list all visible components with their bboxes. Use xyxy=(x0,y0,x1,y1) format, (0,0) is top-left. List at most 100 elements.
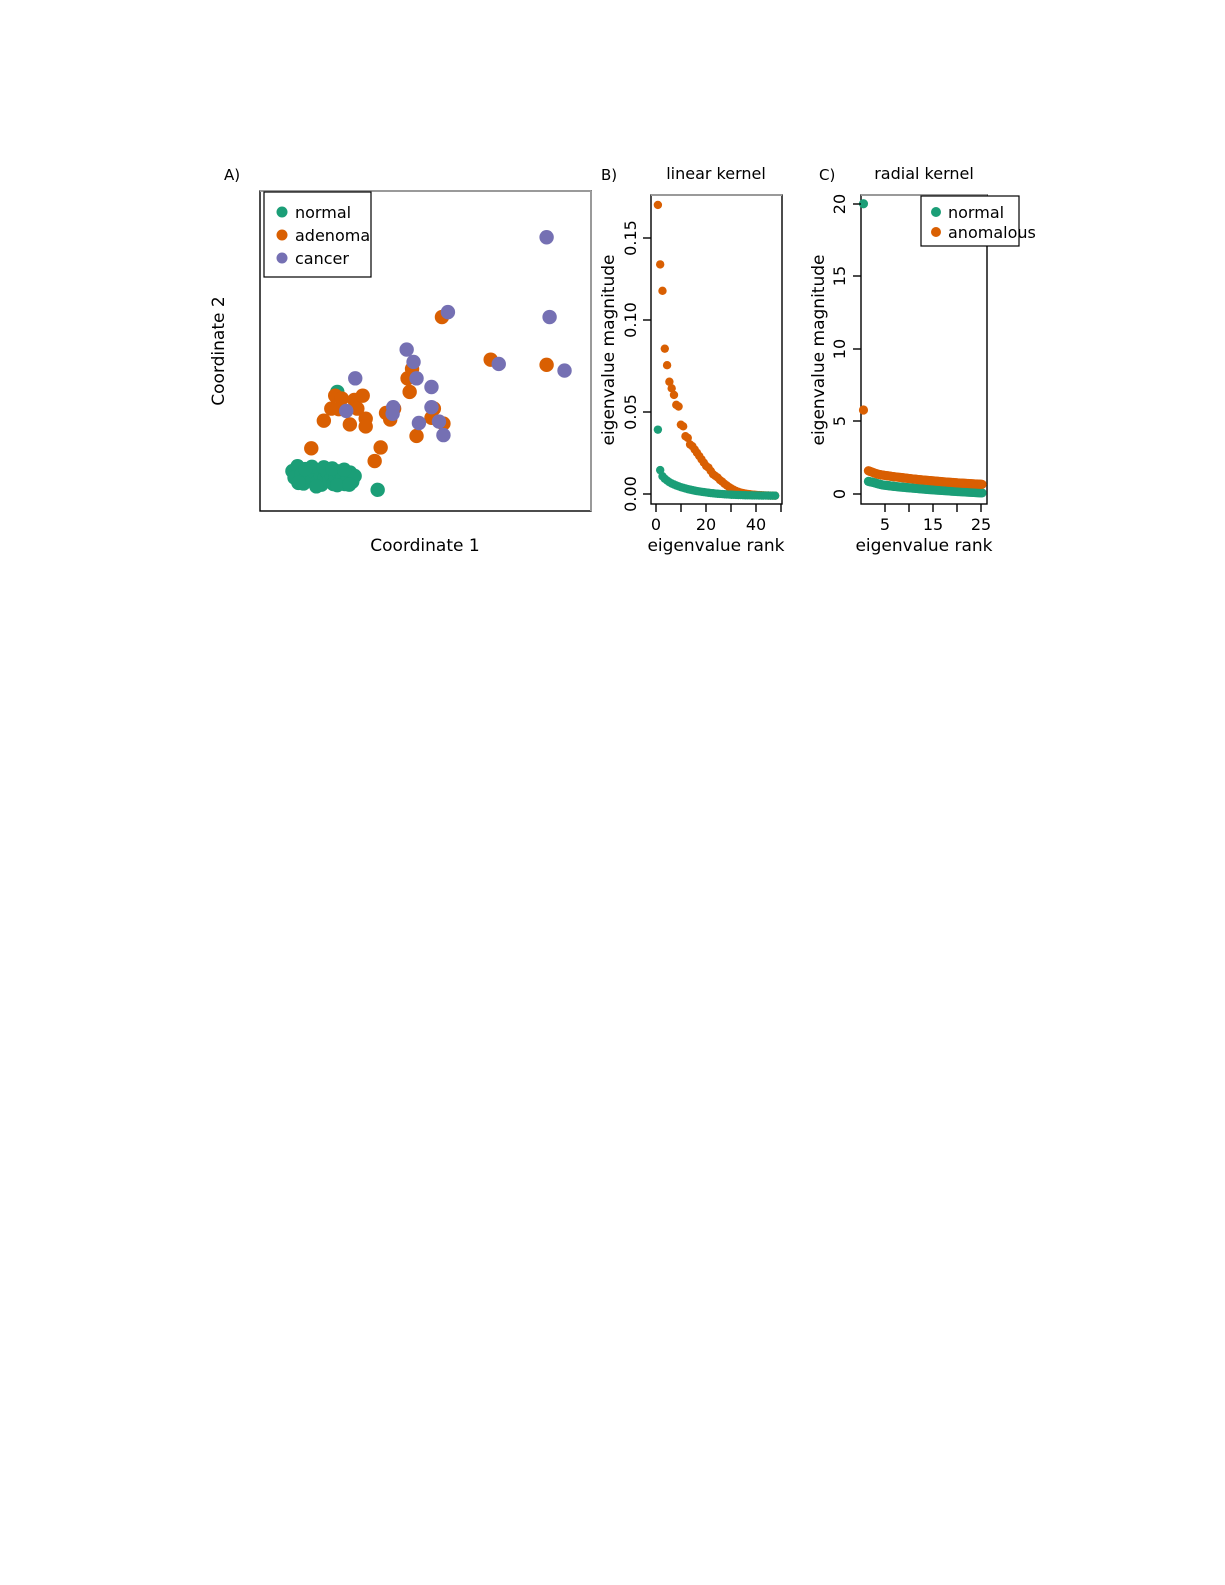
panel-a-xlabel: Coordinate 1 xyxy=(370,536,479,556)
legend-swatch-normal xyxy=(276,206,288,218)
datapoint-cancer xyxy=(406,354,421,370)
legend-label-adenoma: adenoma xyxy=(295,226,370,245)
panel-c-yticklabel-3: 15 xyxy=(830,266,849,286)
panel-b-title: linear kernel xyxy=(666,164,766,183)
datapoint-cancer xyxy=(348,371,363,386)
panel-c-xticklabel-2: 25 xyxy=(971,515,991,534)
legend-label-cancer: cancer xyxy=(295,249,349,268)
legend-swatch-normal-c xyxy=(931,207,941,217)
datapoint-normal xyxy=(977,488,987,498)
panel-b-y-axis: 0.15 0.10 0.05 0.00 xyxy=(621,220,651,512)
panel-b-x-axis: 0 20 40 xyxy=(651,504,782,534)
datapoint-cancer xyxy=(436,427,451,443)
panel-a-letter: A) xyxy=(224,166,240,184)
datapoint-cancer xyxy=(386,399,401,415)
datapoint-anomalous xyxy=(669,390,679,400)
panel-c-x-axis: 5 15 25 xyxy=(880,504,991,534)
datapoint-cancer xyxy=(399,342,414,357)
panel-c-legend: normal anomalous xyxy=(920,195,1036,247)
datapoint-adenoma xyxy=(358,419,373,434)
datapoint-anomalous xyxy=(660,344,669,353)
panel-b-datapoints xyxy=(653,200,780,500)
datapoint-cancer xyxy=(557,363,572,378)
datapoint-anomalous xyxy=(667,384,676,393)
datapoint-adenoma xyxy=(342,417,358,432)
legend-swatch-cancer xyxy=(276,252,288,264)
datapoint-normal xyxy=(858,199,869,209)
datapoint-adenoma xyxy=(304,441,319,456)
datapoint-normal xyxy=(291,475,306,491)
datapoint-cancer xyxy=(411,415,427,431)
panel-a: A) normal adenoma cancer Coordinate 1 Co… xyxy=(209,166,592,556)
panel-c-yticklabel-4: 20 xyxy=(830,194,849,214)
datapoint-anomalous xyxy=(653,200,663,210)
panel-b-yticklabel-2: 0.10 xyxy=(621,302,640,338)
panel-c-yticklabel-1: 5 xyxy=(830,416,849,426)
datapoint-normal xyxy=(325,461,340,476)
datapoint-anomalous xyxy=(977,479,987,489)
datapoint-adenoma xyxy=(324,401,339,416)
panel-c-datapoints xyxy=(858,199,987,498)
datapoint-anomalous xyxy=(674,402,683,411)
datapoint-adenoma xyxy=(355,388,370,403)
datapoint-adenoma xyxy=(367,453,382,469)
panel-c: C) radial kernel normal anomalous 20 xyxy=(809,164,1036,556)
panel-c-xticklabel-1: 15 xyxy=(923,515,943,534)
panel-c-xticklabel-0: 5 xyxy=(880,515,890,534)
datapoint-cancer xyxy=(339,403,354,419)
panel-b-yticklabel-3: 0.15 xyxy=(621,220,640,256)
datapoint-adenoma xyxy=(409,428,424,444)
legend-label-normal-c: normal xyxy=(948,203,1004,222)
panel-c-yticklabel-0: 0 xyxy=(830,489,849,499)
panel-c-ylabel: eigenvalue magnitude xyxy=(809,254,829,445)
datapoint-normal xyxy=(342,477,357,492)
datapoint-cancer xyxy=(409,371,424,386)
panel-b: B) linear kernel 0.15 0.10 0.05 0.00 xyxy=(599,164,785,556)
datapoint-normal xyxy=(653,425,663,434)
datapoint-anomalous xyxy=(655,260,665,269)
datapoint-anomalous xyxy=(658,286,667,296)
legend-swatch-adenoma xyxy=(276,229,288,241)
panel-b-yticklabel-0: 0.00 xyxy=(621,476,640,512)
panel-c-letter: C) xyxy=(819,166,835,184)
datapoint-cancer xyxy=(424,379,439,395)
datapoint-anomalous xyxy=(858,405,869,415)
panel-c-legend-box xyxy=(920,195,1020,247)
datapoint-normal xyxy=(298,461,313,477)
datapoint-anomalous xyxy=(662,361,672,370)
legend-label-normal: normal xyxy=(295,203,351,222)
panel-b-xticklabel-1: 20 xyxy=(696,515,716,534)
datapoint-adenoma xyxy=(402,384,417,400)
panel-c-yticklabel-2: 10 xyxy=(830,339,849,359)
legend-label-anomalous: anomalous xyxy=(948,223,1036,242)
panel-b-xlabel: eigenvalue rank xyxy=(647,536,784,556)
datapoint-adenoma xyxy=(316,413,332,428)
datapoint-adenoma xyxy=(373,440,388,455)
datapoint-anomalous xyxy=(678,422,688,431)
datapoint-normal xyxy=(770,491,780,500)
datapoint-cancer xyxy=(431,414,447,429)
datapoint-normal xyxy=(309,479,324,494)
panel-a-datapoints xyxy=(285,230,572,498)
datapoint-normal xyxy=(336,462,352,477)
panel-c-y-axis: 20 15 10 5 0 xyxy=(830,194,861,499)
datapoint-anomalous xyxy=(665,377,674,386)
datapoint-cancer xyxy=(542,309,557,325)
datapoint-cancer xyxy=(491,356,506,372)
datapoint-cancer xyxy=(539,230,554,245)
datapoint-normal xyxy=(370,482,385,498)
panel-b-letter: B) xyxy=(601,166,617,184)
panel-a-legend: normal adenoma cancer xyxy=(263,191,372,278)
datapoint-cancer xyxy=(424,399,439,415)
datapoint-normal xyxy=(330,478,345,493)
panel-c-title: radial kernel xyxy=(874,164,974,183)
panel-c-xlabel: eigenvalue rank xyxy=(855,536,992,556)
panel-b-ylabel: eigenvalue magnitude xyxy=(599,254,619,445)
legend-swatch-anomalous xyxy=(931,227,941,237)
panel-b-xticklabel-2: 40 xyxy=(746,515,766,534)
datapoint-cancer xyxy=(440,304,456,320)
datapoint-anomalous xyxy=(683,433,692,443)
